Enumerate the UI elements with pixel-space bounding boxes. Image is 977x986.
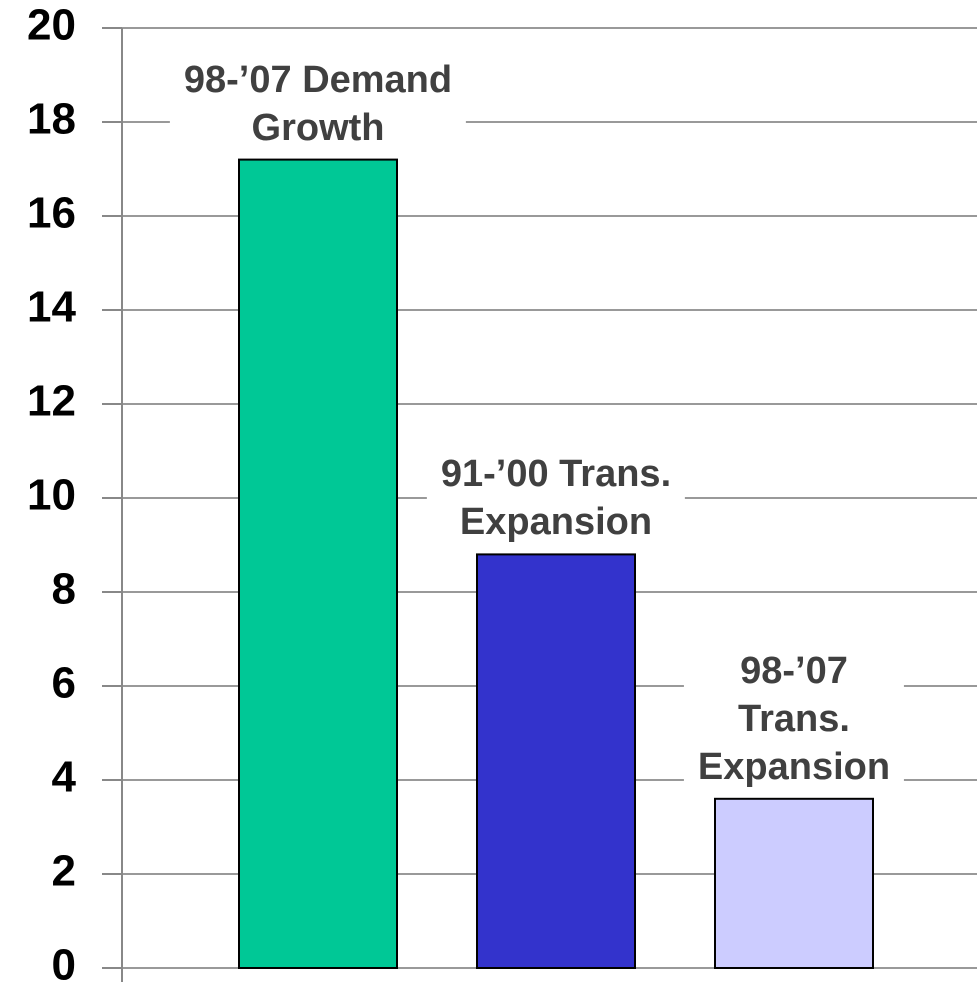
y-tick-label: 2: [52, 847, 76, 896]
y-tick-label: 16: [27, 189, 76, 238]
y-tick-label: 12: [27, 377, 76, 426]
y-tick-label: 8: [52, 565, 76, 614]
bar: [476, 553, 636, 970]
category-label: 91-’00 Trans. Expansion: [426, 450, 686, 547]
y-tick-label: 0: [52, 941, 76, 986]
y-tick-label: 10: [27, 471, 76, 520]
category-label: 98-’07 Demand Growth: [169, 55, 467, 152]
y-tick-label: 20: [27, 1, 76, 50]
y-tick-label: 18: [27, 95, 76, 144]
bar: [714, 797, 874, 969]
y-tick-label: 14: [27, 283, 76, 332]
y-tick-label: 6: [52, 659, 76, 708]
category-label: 98-’07 Trans. Expansion: [683, 646, 905, 791]
bar: [238, 158, 398, 970]
y-tick-label: 4: [52, 753, 77, 802]
